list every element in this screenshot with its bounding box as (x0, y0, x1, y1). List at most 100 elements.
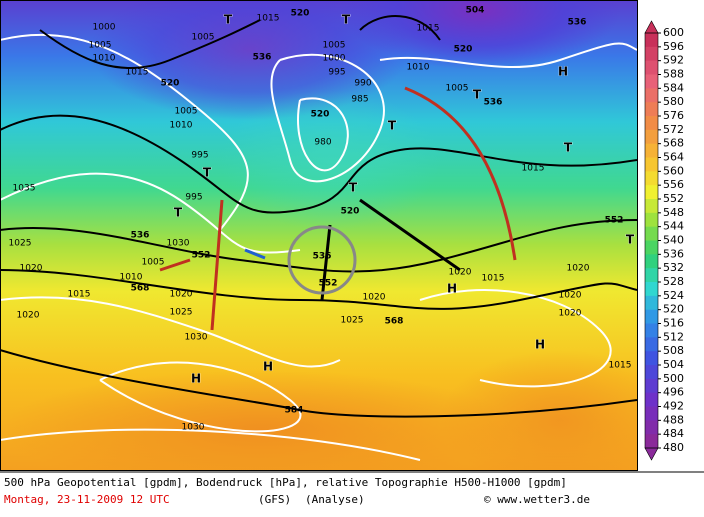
contour-label: 520 (311, 110, 330, 120)
geopotential-lines (1, 15, 637, 418)
contour-label: 1020 (559, 309, 582, 319)
contour-label: 552 (192, 251, 211, 261)
fronts (159, 86, 517, 331)
contour-label: 1015 (417, 24, 440, 34)
contour-label: 1000 (93, 23, 116, 33)
legend-label: 572 (663, 123, 684, 136)
contour-label: 520 (161, 79, 180, 89)
footer-date: Montag, 23-11-2009 12 UTC (4, 493, 170, 506)
contour-label: 1005 (446, 84, 469, 94)
contour-label: 1010 (93, 54, 116, 64)
legend-label: 532 (663, 261, 684, 274)
pressure-center: T (564, 141, 573, 155)
color-legend: 6005965925885845805765725685645605565525… (644, 20, 684, 461)
contour-label: 1015 (522, 164, 545, 174)
highlight-circle (287, 225, 357, 295)
contour-label: 1020 (363, 293, 386, 303)
contour-label: 1010 (170, 121, 193, 131)
contour-label: 1005 (89, 41, 112, 51)
legend-swatch (645, 378, 658, 394)
legend-label: 500 (663, 372, 684, 385)
contour-label: 536 (131, 231, 150, 241)
contour-label: 1025 (170, 308, 193, 318)
legend-label: 480 (663, 441, 684, 454)
legend-swatch (645, 226, 658, 241)
contour-label: 1005 (142, 258, 165, 268)
legend-label: 508 (663, 344, 684, 357)
pressure-center: H (535, 338, 545, 352)
contour-label: 1025 (9, 239, 32, 249)
contour-label: 504 (466, 6, 485, 16)
legend-swatch (645, 60, 658, 75)
pressure-center: T (342, 13, 351, 27)
contour-label: 1020 (449, 268, 472, 278)
legend-swatch (645, 88, 658, 103)
legend-swatch (645, 212, 658, 228)
contour-label: 1015 (68, 290, 91, 300)
contour-label: 1000 (323, 54, 346, 64)
pressure-center: T (473, 88, 482, 102)
legend-label: 592 (663, 54, 684, 67)
legend-label: 516 (663, 317, 684, 330)
legend-swatch (645, 337, 658, 352)
legend-label: 564 (663, 151, 684, 164)
contour-label: 1020 (20, 264, 43, 274)
contour-label: 536 (568, 18, 587, 28)
contour-label: 536 (253, 53, 272, 63)
legend-label: 536 (663, 247, 684, 260)
footer-run: (Analyse) (305, 493, 365, 506)
legend-swatch (645, 434, 658, 449)
contour-label: 1015 (257, 14, 280, 24)
contour-label: 1020 (170, 290, 193, 300)
map-field (1, 1, 637, 470)
legend-swatch (645, 406, 658, 421)
contour-label: 1035 (13, 184, 36, 194)
pressure-center: T (224, 13, 233, 27)
footer-model: (GFS) (258, 493, 291, 506)
legend-label: 528 (663, 275, 684, 288)
pressure-center: H (558, 65, 568, 79)
legend-swatch (645, 102, 658, 117)
contour-label: 1030 (185, 333, 208, 343)
pressure-center: H (447, 282, 457, 296)
footer-description: 500 hPa Geopotential [gpdm], Bodendruck … (4, 476, 567, 489)
legend-swatch (645, 268, 658, 283)
legend-label: 504 (663, 358, 684, 371)
legend-label: 588 (663, 68, 684, 81)
contour-label: 1015 (609, 361, 632, 371)
legend-label: 512 (663, 330, 684, 343)
legend-label: 544 (663, 220, 684, 233)
legend-label: 524 (663, 289, 684, 302)
legend-cap-top (644, 20, 659, 34)
pressure-center: T (388, 119, 397, 133)
pressure-center: T (174, 206, 183, 220)
footer-credit: © www.wetter3.de (484, 493, 590, 506)
legend-label: 576 (663, 109, 684, 122)
legend-label: 488 (663, 413, 684, 426)
legend-swatch (645, 143, 658, 158)
contour-label: 1005 (323, 41, 346, 51)
legend-label: 600 (663, 26, 684, 39)
contour-label: 995 (185, 193, 202, 203)
pressure-center: H (191, 372, 201, 386)
legend-swatch (645, 309, 658, 324)
legend-swatch (645, 129, 658, 145)
legend-label: 596 (663, 40, 684, 53)
legend-cap-bottom (644, 447, 659, 461)
contour-label: 990 (354, 79, 371, 89)
contour-label: 995 (328, 68, 345, 78)
legend-swatch (645, 74, 658, 89)
contour-label: 536 (313, 252, 332, 262)
legend-swatch (645, 295, 658, 311)
legend-swatch (645, 240, 658, 255)
contour-label: 552 (319, 279, 338, 289)
legend-swatch (645, 171, 658, 186)
legend-swatch (645, 420, 658, 435)
legend-swatch (645, 392, 658, 407)
legend-label: 520 (663, 303, 684, 316)
legend-label: 496 (663, 386, 684, 399)
contour-label: 995 (191, 151, 208, 161)
contour-label: 1010 (407, 63, 430, 73)
